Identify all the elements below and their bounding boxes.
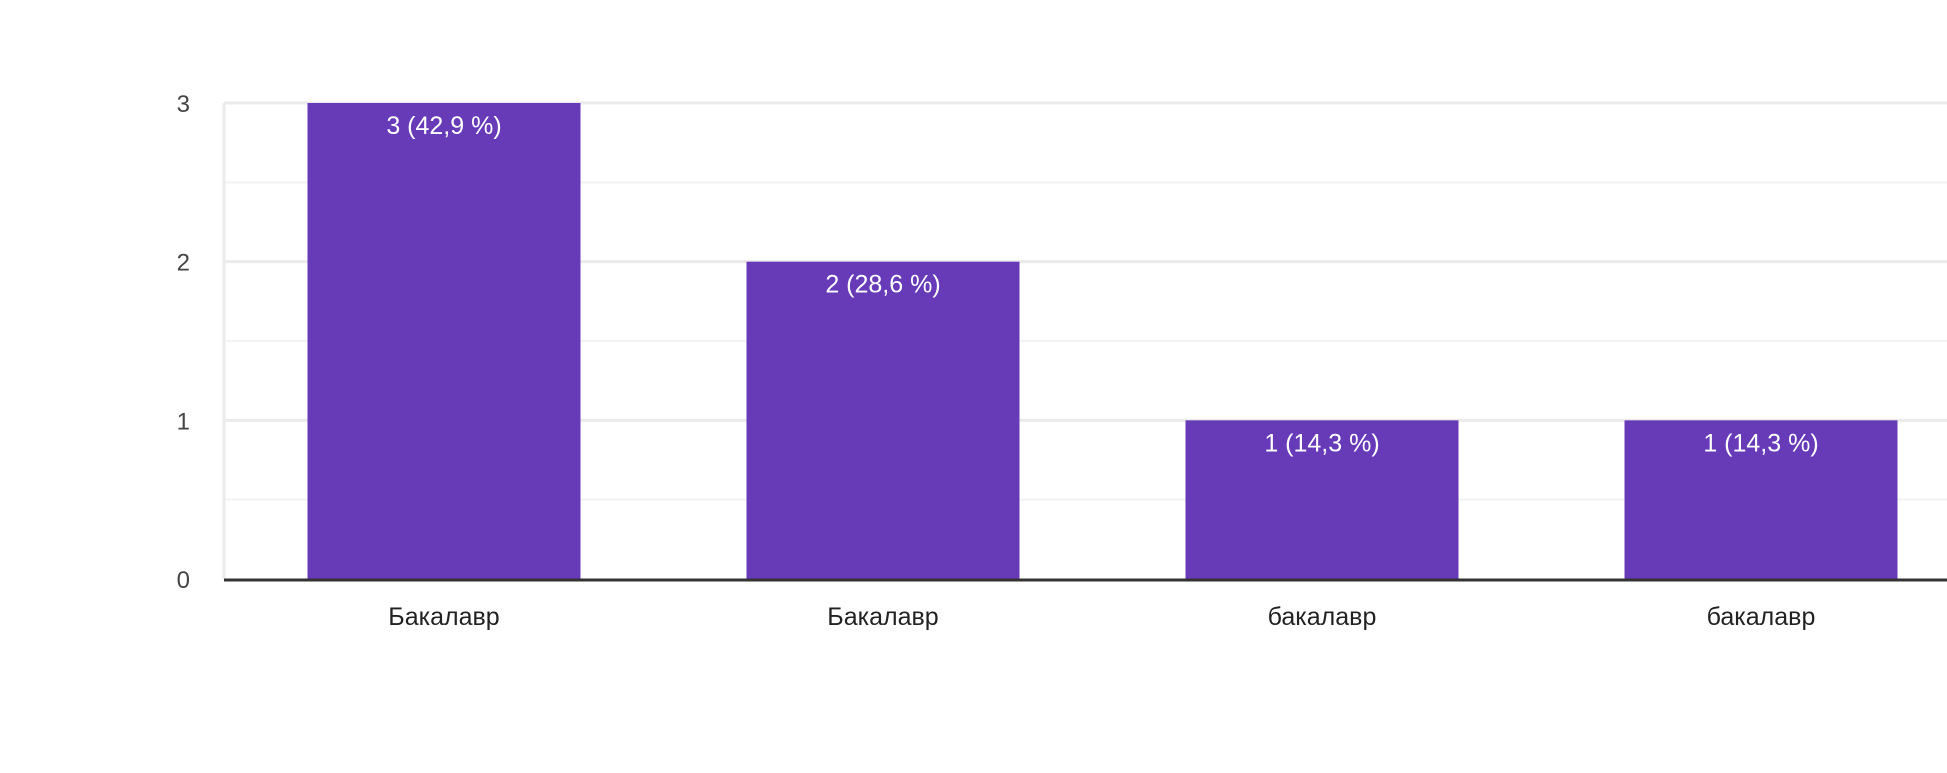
x-tick-label: бакалавр xyxy=(1268,603,1377,631)
x-axis-ticks: Бакалавр Бакалавр бакалавр бакалавр xyxy=(388,603,1815,631)
bar-data-label: 3 (42,9 %) xyxy=(386,112,501,140)
bar xyxy=(1185,420,1459,579)
y-axis-ticks: 0 1 2 3 xyxy=(177,91,190,594)
y-tick-label: 0 xyxy=(177,567,190,594)
y-tick-label: 3 xyxy=(177,91,190,118)
x-tick-label: бакалавр xyxy=(1707,603,1816,631)
bar xyxy=(746,261,1020,579)
bar xyxy=(1624,420,1898,579)
bar-data-label: 1 (14,3 %) xyxy=(1264,429,1379,457)
bar-data-label: 2 (28,6 %) xyxy=(825,271,940,299)
y-tick-label: 1 xyxy=(177,408,190,435)
data-labels: 3 (42,9 %) 2 (28,6 %) 1 (14,3 %) 1 (14,3 %) xyxy=(386,112,1818,457)
x-tick-label: Бакалавр xyxy=(388,603,499,631)
x-tick-label: Бакалавр xyxy=(827,603,938,631)
y-tick-label: 2 xyxy=(177,250,190,277)
bar-data-label: 1 (14,3 %) xyxy=(1703,429,1818,457)
bar xyxy=(307,103,581,579)
bars xyxy=(307,103,1898,579)
